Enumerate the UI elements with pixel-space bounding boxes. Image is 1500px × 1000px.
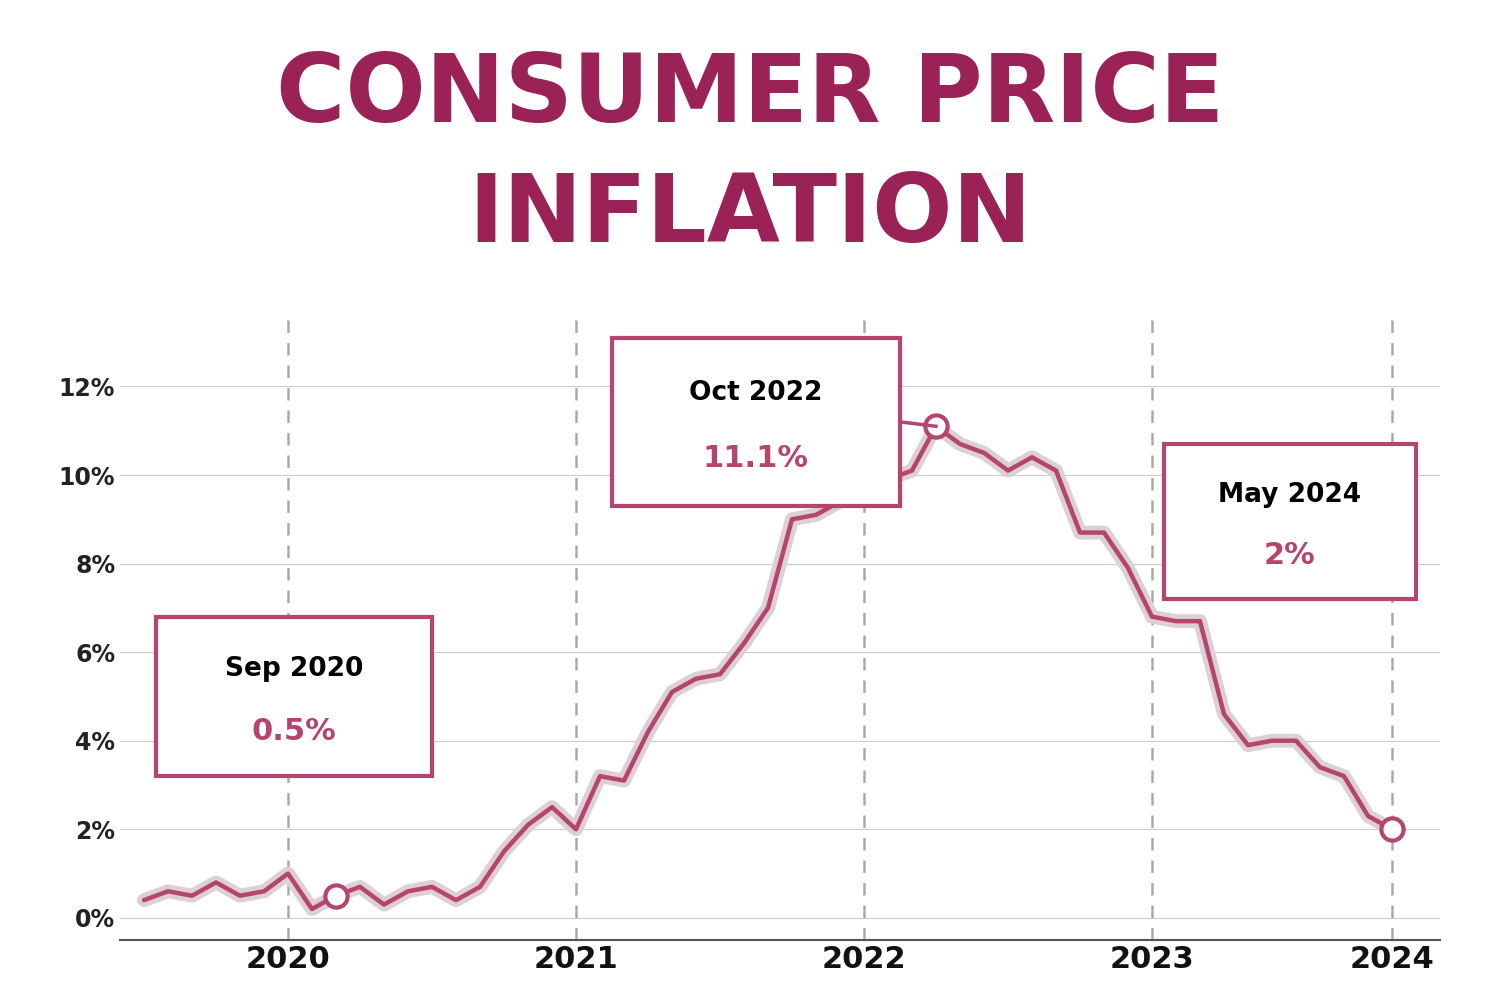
Text: 0.5%: 0.5% <box>252 717 336 746</box>
FancyBboxPatch shape <box>612 338 900 506</box>
Text: Oct 2022: Oct 2022 <box>690 380 822 406</box>
Text: CONSUMER PRICE: CONSUMER PRICE <box>276 50 1224 142</box>
FancyBboxPatch shape <box>156 617 432 776</box>
Text: May 2024: May 2024 <box>1218 482 1362 508</box>
Text: 2%: 2% <box>1264 541 1316 570</box>
Text: 11.1%: 11.1% <box>704 444 809 473</box>
FancyBboxPatch shape <box>1164 444 1416 599</box>
Text: INFLATION: INFLATION <box>468 170 1032 262</box>
Text: Sep 2020: Sep 2020 <box>225 656 363 682</box>
